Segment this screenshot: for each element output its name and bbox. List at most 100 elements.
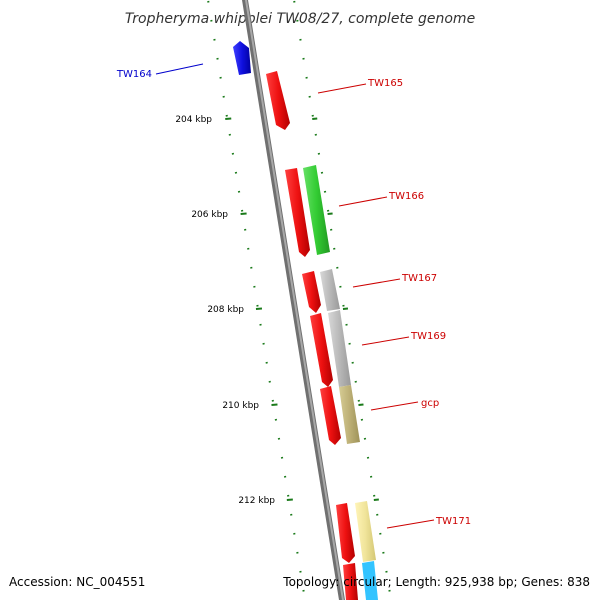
tick-mark-outer bbox=[366, 456, 370, 459]
tick-mark-inner bbox=[247, 247, 250, 250]
gene-TW171[interactable]: TW171 bbox=[336, 501, 471, 563]
tick-mark-inner bbox=[225, 114, 228, 117]
label-TW169[interactable]: TW169 bbox=[410, 331, 446, 342]
gene-partner-TW167[interactable] bbox=[320, 269, 340, 311]
label-gcp[interactable]: gcp bbox=[421, 398, 439, 409]
tick-mark-outer bbox=[348, 342, 351, 345]
gene-TW164[interactable]: TW164 bbox=[116, 41, 251, 80]
tick-mark-inner bbox=[240, 209, 244, 212]
gene-TW166[interactable]: TW166 bbox=[285, 165, 424, 257]
tick-mark-outer bbox=[330, 228, 333, 231]
tick-mark-inner bbox=[280, 456, 284, 459]
tick-mark-major-inner bbox=[271, 403, 278, 406]
gene-partner-TW169[interactable] bbox=[328, 310, 351, 387]
tick-mark-inner bbox=[277, 437, 281, 440]
tick-mark-inner bbox=[244, 228, 247, 231]
tick-mark-inner bbox=[231, 152, 235, 155]
tick-mark-major-inner bbox=[286, 498, 293, 501]
gene-arrow-TW169[interactable] bbox=[310, 313, 333, 387]
tick-mark-outer bbox=[326, 209, 330, 212]
tick-mark-outer bbox=[357, 399, 361, 402]
tick-mark-outer bbox=[345, 323, 348, 326]
label-TW165[interactable]: TW165 bbox=[367, 78, 403, 89]
tick-mark-inner bbox=[262, 342, 265, 345]
scale-label-210: 210 kbp bbox=[222, 401, 259, 411]
gene-arrow-TW166[interactable] bbox=[285, 168, 310, 257]
gene-arrow-TW165[interactable] bbox=[266, 71, 290, 130]
tick-mark-inner bbox=[207, 0, 210, 3]
tick-mark-inner bbox=[265, 361, 268, 364]
tick-mark-outer bbox=[302, 57, 305, 60]
map-title: Tropheryma whipplei TW08/27, complete ge… bbox=[125, 11, 475, 27]
tick-mark-outer bbox=[308, 95, 311, 98]
backbone bbox=[242, 0, 345, 600]
tick-mark-major-inner bbox=[225, 117, 232, 120]
gene-bottom-partial bbox=[343, 561, 378, 600]
tick-mark-inner bbox=[228, 133, 232, 136]
gene-gcp[interactable]: gcp bbox=[320, 385, 439, 445]
tick-mark-inner bbox=[213, 38, 216, 41]
leader-TW166 bbox=[338, 196, 388, 207]
tick-mark-inner bbox=[210, 19, 213, 22]
label-TW166[interactable]: TW166 bbox=[388, 191, 424, 202]
tick-mark-inner bbox=[283, 475, 287, 478]
tick-mark-outer bbox=[369, 475, 373, 478]
tick-mark-outer bbox=[317, 152, 321, 155]
scale-labels: 204 kbp 206 kbp 208 kbp 210 kbp 212 kbp bbox=[175, 115, 275, 506]
leader-gcp bbox=[370, 401, 419, 411]
tick-mark-inner bbox=[290, 513, 293, 516]
tick-mark-major-inner bbox=[240, 212, 247, 215]
tick-mark-inner bbox=[259, 323, 262, 326]
tick-mark-major-outer bbox=[373, 498, 379, 501]
scale-label-204: 204 kbp bbox=[175, 115, 212, 125]
tick-mark-outer bbox=[354, 380, 357, 383]
tick-mark-inner bbox=[222, 95, 225, 98]
gene-TW169[interactable]: TW169 bbox=[310, 310, 446, 387]
tick-mark-inner bbox=[216, 57, 219, 60]
tick-mark-outer bbox=[360, 418, 364, 421]
tick-mark-inner bbox=[250, 266, 253, 269]
tick-mark-outer bbox=[314, 133, 318, 136]
label-TW167[interactable]: TW167 bbox=[401, 273, 437, 284]
scale-label-208: 208 kbp bbox=[207, 305, 244, 315]
tick-mark-outer bbox=[379, 532, 382, 535]
gene-TW165[interactable]: TW165 bbox=[266, 71, 403, 130]
tick-mark-inner bbox=[293, 532, 296, 535]
label-TW171[interactable]: TW171 bbox=[435, 516, 471, 527]
leader-TW171 bbox=[386, 519, 435, 529]
tick-mark-inner bbox=[302, 589, 305, 592]
gene-partner-TW166[interactable] bbox=[303, 165, 330, 255]
gene-arrow-TW164[interactable] bbox=[233, 41, 251, 75]
tick-mark-outer bbox=[351, 361, 354, 364]
tick-mark-outer bbox=[339, 285, 342, 288]
leader-TW165 bbox=[317, 83, 367, 94]
gene-arrow-TW167[interactable] bbox=[302, 271, 321, 313]
tick-mark-outer bbox=[311, 114, 314, 117]
tick-marks bbox=[207, 0, 391, 592]
tick-mark-inner bbox=[253, 285, 256, 288]
leader-TW167 bbox=[352, 278, 401, 288]
tick-mark-inner bbox=[237, 190, 241, 193]
tick-mark-outer bbox=[388, 589, 391, 592]
gene-arrow-TW171[interactable] bbox=[336, 503, 355, 563]
tick-mark-inner bbox=[299, 570, 302, 573]
scale-label-206: 206 kbp bbox=[191, 210, 228, 220]
gene-partner-gcp[interactable] bbox=[339, 385, 360, 444]
tick-mark-inner bbox=[268, 380, 271, 383]
tick-mark-outer bbox=[299, 38, 302, 41]
tick-mark-outer bbox=[296, 19, 299, 22]
tick-mark-inner bbox=[296, 551, 299, 554]
gene-TW167[interactable]: TW167 bbox=[302, 269, 437, 313]
gene-partner-TW171[interactable] bbox=[355, 501, 376, 562]
tick-mark-outer bbox=[333, 247, 336, 250]
leader-TW164 bbox=[155, 63, 204, 75]
gene-arrow-gcp[interactable] bbox=[320, 386, 341, 445]
tick-mark-inner bbox=[256, 304, 259, 307]
topology-text: Topology: circular; Length: 925,938 bp; … bbox=[282, 575, 590, 589]
tick-mark-outer bbox=[376, 513, 379, 516]
leader-TW169 bbox=[361, 336, 410, 346]
tick-mark-outer bbox=[323, 190, 327, 193]
label-TW164[interactable]: TW164 bbox=[116, 69, 152, 80]
tick-mark-outer bbox=[293, 0, 296, 3]
